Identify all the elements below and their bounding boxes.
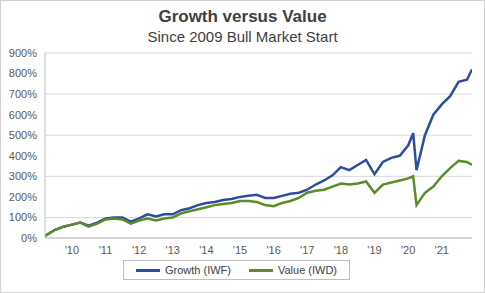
svg-text:'16: '16 <box>266 244 280 256</box>
svg-text:'20: '20 <box>401 244 415 256</box>
svg-text:0%: 0% <box>21 232 37 244</box>
html-text:Growth versus Value: Growth versus Value <box>158 7 327 26</box>
svg-text:500%: 500% <box>9 129 37 141</box>
svg-text:200%: 200% <box>9 191 37 203</box>
svg-text:600%: 600% <box>9 109 37 121</box>
html-text:Growth (IWF): Growth (IWF) <box>165 264 231 276</box>
svg-text:700%: 700% <box>9 88 37 100</box>
svg-text:300%: 300% <box>9 170 37 182</box>
svg-text:'11: '11 <box>99 244 113 256</box>
svg-text:100%: 100% <box>9 211 37 223</box>
svg-text:400%: 400% <box>9 150 37 162</box>
svg-text:'18: '18 <box>334 244 348 256</box>
svg-text:'14: '14 <box>199 244 213 256</box>
svg-text:'19: '19 <box>367 244 381 256</box>
svg-text:'10: '10 <box>65 244 79 256</box>
svg-text:800%: 800% <box>9 67 37 79</box>
svg-text:'13: '13 <box>166 244 180 256</box>
svg-text:'17: '17 <box>300 244 314 256</box>
svg-text:'12: '12 <box>132 244 146 256</box>
svg-text:900%: 900% <box>9 47 37 59</box>
svg-text:'21: '21 <box>435 244 449 256</box>
html-text:Value (IWD): Value (IWD) <box>278 264 337 276</box>
html-text:Since 2009 Bull Market Start: Since 2009 Bull Market Start <box>147 28 338 45</box>
svg-text:'15: '15 <box>233 244 247 256</box>
